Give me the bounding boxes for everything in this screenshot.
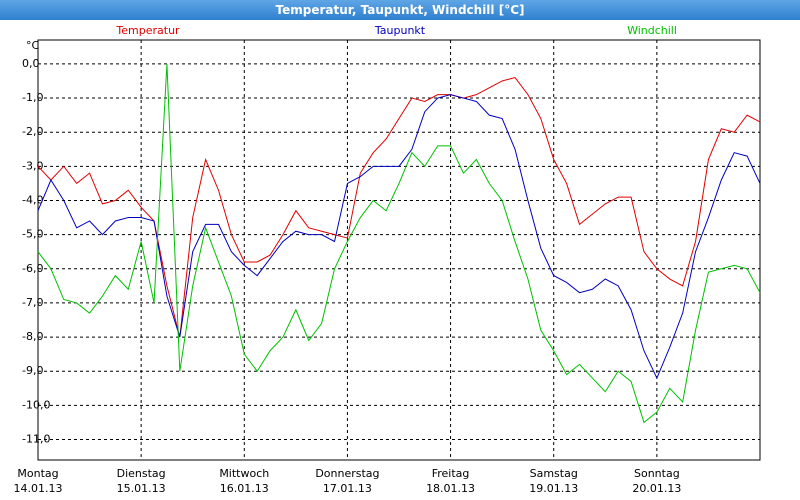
y-unit: °C [26, 39, 40, 52]
y-tick-label: -11,0 [22, 433, 50, 446]
y-tick-label: -6,0 [22, 262, 43, 275]
series-line [37, 63, 761, 424]
x-tick-label: Freitag 18.01.13 [426, 467, 476, 495]
plot-frame [37, 39, 761, 461]
legend-entry: Taupunkt [374, 24, 426, 37]
window-title: Temperatur, Taupunkt, Windchill [°C] [0, 0, 800, 20]
legend-entry: Temperatur [115, 24, 180, 37]
series-line [37, 76, 761, 338]
y-tick-label: -8,0 [22, 330, 43, 343]
x-tick-label: Montag 14.01.13 [13, 467, 63, 495]
y-tick-label: -9,0 [22, 364, 43, 377]
y-tick-label: -5,0 [22, 228, 43, 241]
x-tick-label: Samstag 19.01.13 [529, 467, 579, 495]
y-tick-label: 0,0 [22, 57, 40, 70]
y-tick-label: -2,0 [22, 125, 43, 138]
x-tick-label: Dienstag 15.01.13 [116, 467, 166, 495]
y-tick-label: -10,0 [22, 398, 50, 411]
x-tick-label: Sonntag 20.01.13 [632, 467, 682, 495]
x-tick-label: Donnerstag 17.01.13 [315, 467, 380, 495]
x-tick-label: Mittwoch 16.01.13 [219, 467, 270, 495]
series-line [37, 94, 761, 380]
legend-entry: Windchill [627, 24, 677, 37]
